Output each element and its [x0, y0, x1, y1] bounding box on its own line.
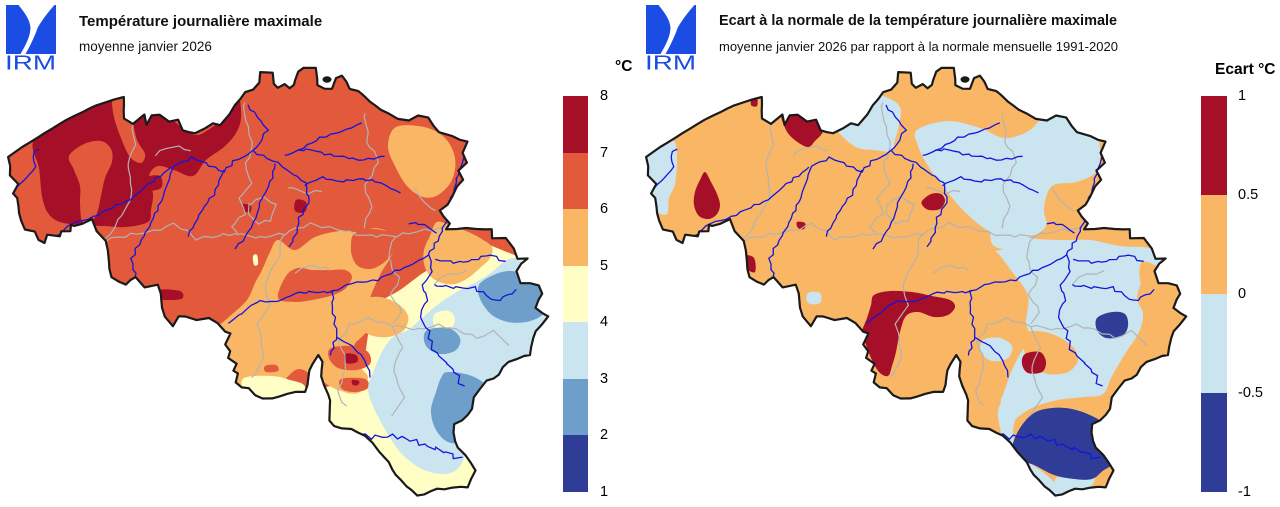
svg-text:IRM: IRM: [646, 52, 696, 73]
svg-text:IRM: IRM: [6, 52, 56, 73]
